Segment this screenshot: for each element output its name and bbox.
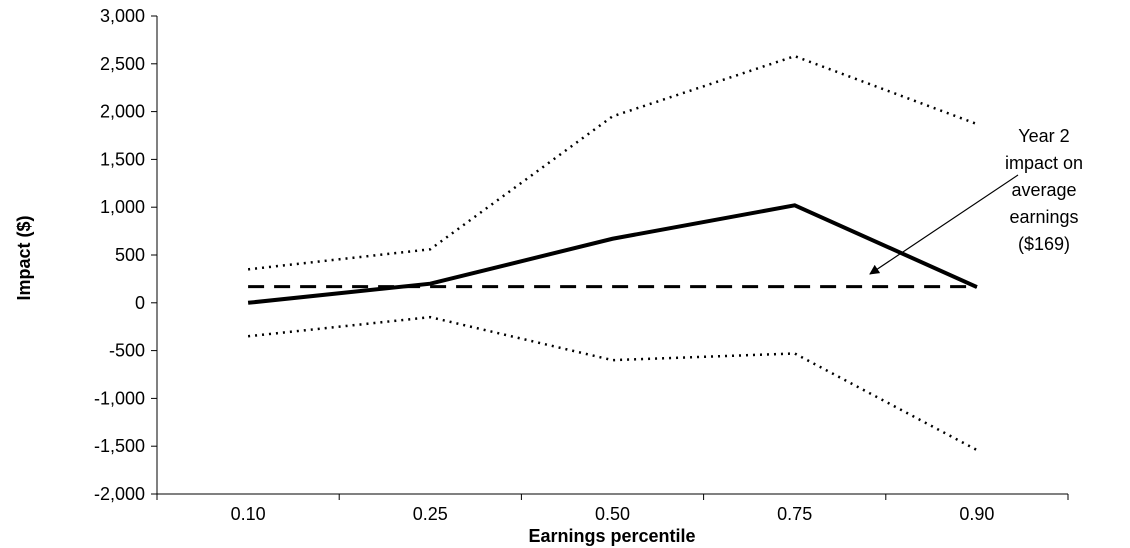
annotation-line-2: impact on (1005, 153, 1083, 173)
annotation-line-4: earnings (1009, 207, 1078, 227)
y-tick-label: -1,000 (94, 388, 145, 408)
x-tick-label: 0.75 (777, 504, 812, 524)
y-tick-label: 2,500 (100, 54, 145, 74)
y-tick-label: 0 (135, 293, 145, 313)
y-tick-label: 1,500 (100, 149, 145, 169)
annotation: Year 2 impact on average earnings ($169) (869, 126, 1083, 275)
series-line-dotted (247, 315, 978, 452)
annotation-line-3: average (1011, 180, 1076, 200)
x-tick-label: 0.25 (413, 504, 448, 524)
x-axis-title: Earnings percentile (528, 526, 695, 546)
y-tick-label: 2,000 (100, 102, 145, 122)
y-tick-label: 3,000 (100, 6, 145, 26)
x-tick-label: 0.10 (231, 504, 266, 524)
y-tick-label: -1,500 (94, 436, 145, 456)
annotation-line-1: Year 2 (1018, 126, 1069, 146)
annotation-arrow (869, 174, 1019, 275)
y-tick-label: 500 (115, 245, 145, 265)
x-tick-label: 0.90 (959, 504, 994, 524)
annotation-line-5: ($169) (1018, 234, 1070, 254)
y-tick-label: -2,000 (94, 484, 145, 504)
series-line-dotted (247, 54, 978, 271)
series-line-solid (247, 203, 978, 305)
series-layer (247, 54, 978, 452)
y-axis-title: Impact ($) (14, 215, 34, 300)
x-axis-ticks: 0.10 0.25 0.50 0.75 0.90 (156, 494, 1069, 524)
x-tick-label: 0.50 (595, 504, 630, 524)
y-tick-label: 1,000 (100, 197, 145, 217)
y-tick-label: -500 (109, 341, 145, 361)
y-axis-ticks: -2,000 -1,500 -1,000 -500 0 500 1,000 1,500 2,00… (94, 6, 157, 504)
